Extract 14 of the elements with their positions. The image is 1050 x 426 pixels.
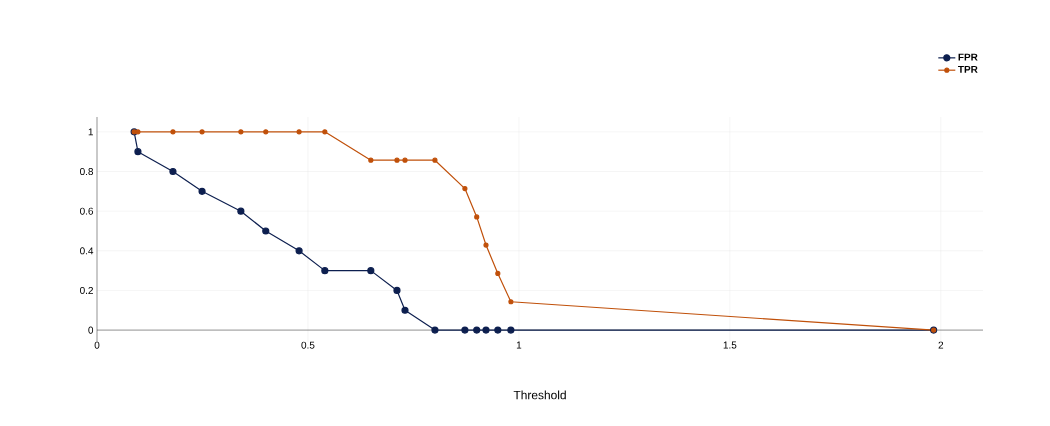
legend-label: TPR bbox=[958, 66, 978, 73]
x-tick-label: 1.5 bbox=[723, 341, 737, 349]
y-tick-label: 1 bbox=[88, 128, 93, 136]
y-tick-label: 0 bbox=[88, 326, 94, 334]
y-tick-label: 0.4 bbox=[80, 247, 94, 255]
x-tick-label: 0 bbox=[94, 341, 100, 349]
y-tick-label: 0.2 bbox=[80, 286, 93, 294]
x-axis-title: Threshold bbox=[513, 390, 566, 400]
legend-label: FPR bbox=[958, 53, 978, 61]
x-tick-label: 0.5 bbox=[301, 341, 315, 349]
x-tick-label: 2 bbox=[938, 341, 944, 349]
y-tick-label: 0.6 bbox=[80, 207, 94, 215]
y-tick-label: 0.8 bbox=[80, 167, 94, 176]
x-tick-label: 1 bbox=[516, 341, 522, 349]
